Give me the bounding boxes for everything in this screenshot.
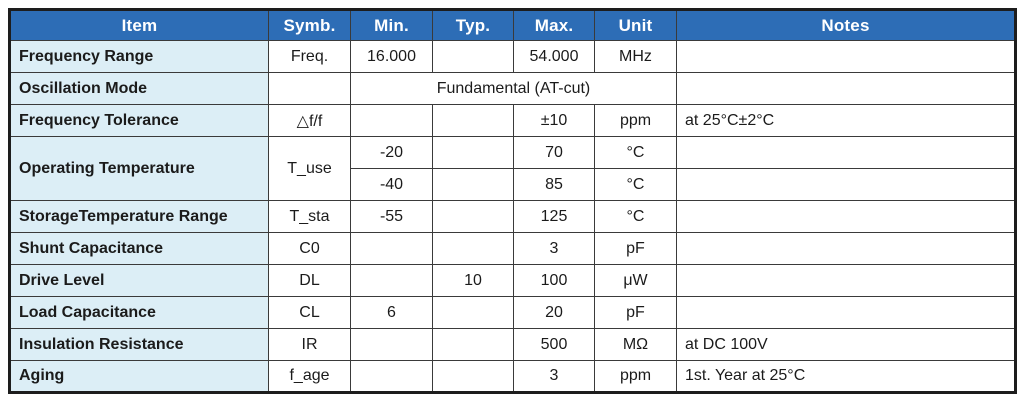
header-row: Item Symb. Min. Typ. Max. Unit Notes	[9, 9, 1016, 41]
header-min: Min.	[350, 9, 433, 41]
max-value: 500	[513, 328, 595, 361]
item-label: Frequency Tolerance	[9, 104, 269, 137]
max-value: 3	[513, 360, 595, 393]
notes-value	[676, 200, 1016, 233]
notes-value	[676, 296, 1016, 329]
unit-value: °C	[594, 168, 677, 201]
symb-value: C0	[268, 232, 351, 265]
symb-value: DL	[268, 264, 351, 297]
notes-value	[676, 168, 1016, 201]
symb-value	[268, 72, 351, 105]
min-value	[350, 264, 433, 297]
min-value	[350, 232, 433, 265]
table-row-insulation-resistance: Insulation Resistance IR 500 MΩ at DC 10…	[9, 328, 1016, 361]
spec-table-container: Item Symb. Min. Typ. Max. Unit Notes Fre…	[8, 8, 1017, 394]
table-row-frequency-tolerance: Frequency Tolerance △f/f ±10 ppm at 25°C…	[9, 104, 1016, 137]
table-header: Item Symb. Min. Typ. Max. Unit Notes	[9, 9, 1016, 41]
spec-table: Item Symb. Min. Typ. Max. Unit Notes Fre…	[8, 8, 1017, 394]
unit-value: °C	[594, 136, 677, 169]
table-row-drive-level: Drive Level DL 10 100 μW	[9, 264, 1016, 297]
item-label: Oscillation Mode	[9, 72, 269, 105]
notes-value	[676, 72, 1016, 105]
symb-value: T_use	[268, 136, 351, 201]
table-row-oscillation-mode: Oscillation Mode Fundamental (AT-cut)	[9, 72, 1016, 105]
unit-value: ppm	[594, 360, 677, 393]
max-value: 100	[513, 264, 595, 297]
max-value: 70	[513, 136, 595, 169]
table-body: Frequency Range Freq. 16.000 54.000 MHz …	[9, 40, 1016, 393]
unit-value: °C	[594, 200, 677, 233]
item-label: StorageTemperature Range	[9, 200, 269, 233]
symb-value: Freq.	[268, 40, 351, 73]
header-item: Item	[9, 9, 269, 41]
typ-value	[432, 168, 514, 201]
typ-value: 10	[432, 264, 514, 297]
typ-value	[432, 232, 514, 265]
typ-value	[432, 40, 514, 73]
table-row-load-capacitance: Load Capacitance CL 6 20 pF	[9, 296, 1016, 329]
table-row-frequency-range: Frequency Range Freq. 16.000 54.000 MHz	[9, 40, 1016, 73]
item-label: Insulation Resistance	[9, 328, 269, 361]
notes-value: at DC 100V	[676, 328, 1016, 361]
item-label: Aging	[9, 360, 269, 393]
min-value: 6	[350, 296, 433, 329]
symb-value: f_age	[268, 360, 351, 393]
unit-value: pF	[594, 296, 677, 329]
typ-value	[432, 360, 514, 393]
min-value	[350, 328, 433, 361]
header-symb: Symb.	[268, 9, 351, 41]
min-value: 16.000	[350, 40, 433, 73]
header-notes: Notes	[676, 9, 1016, 41]
notes-value	[676, 40, 1016, 73]
max-value: 20	[513, 296, 595, 329]
notes-value: 1st. Year at 25°C	[676, 360, 1016, 393]
max-value: ±10	[513, 104, 595, 137]
table-row-shunt-capacitance: Shunt Capacitance C0 3 pF	[9, 232, 1016, 265]
table-row-storage-temperature: StorageTemperature Range T_sta -55 125 °…	[9, 200, 1016, 233]
item-label: Frequency Range	[9, 40, 269, 73]
symb-value: T_sta	[268, 200, 351, 233]
notes-value	[676, 264, 1016, 297]
symb-value: △f/f	[268, 104, 351, 137]
table-row-aging: Aging f_age 3 ppm 1st. Year at 25°C	[9, 360, 1016, 393]
unit-value: ppm	[594, 104, 677, 137]
min-value: -20	[350, 136, 433, 169]
unit-value: MΩ	[594, 328, 677, 361]
unit-value: μW	[594, 264, 677, 297]
item-label: Load Capacitance	[9, 296, 269, 329]
max-value: 125	[513, 200, 595, 233]
header-typ: Typ.	[432, 9, 514, 41]
typ-value	[432, 328, 514, 361]
symb-value: IR	[268, 328, 351, 361]
notes-value: at 25°C±2°C	[676, 104, 1016, 137]
typ-value	[432, 104, 514, 137]
max-value: 3	[513, 232, 595, 265]
unit-value: MHz	[594, 40, 677, 73]
max-value: 54.000	[513, 40, 595, 73]
min-value: -55	[350, 200, 433, 233]
max-value: 85	[513, 168, 595, 201]
typ-value	[432, 200, 514, 233]
typ-value	[432, 136, 514, 169]
min-value: -40	[350, 168, 433, 201]
item-label: Operating Temperature	[9, 136, 269, 201]
table-row-operating-temperature-2: -40 85 °C	[10, 168, 1016, 201]
oscillation-mode-span: Fundamental (AT-cut)	[350, 72, 677, 105]
header-max: Max.	[513, 9, 595, 41]
notes-value	[676, 232, 1016, 265]
typ-value	[432, 296, 514, 329]
symb-value: CL	[268, 296, 351, 329]
table-row-operating-temperature-1: Operating Temperature T_use -20 70 °C	[9, 136, 1016, 201]
min-value	[350, 360, 433, 393]
item-label: Drive Level	[9, 264, 269, 297]
unit-value: pF	[594, 232, 677, 265]
notes-value	[676, 136, 1016, 169]
item-label: Shunt Capacitance	[9, 232, 269, 265]
min-value	[350, 104, 433, 137]
header-unit: Unit	[594, 9, 677, 41]
